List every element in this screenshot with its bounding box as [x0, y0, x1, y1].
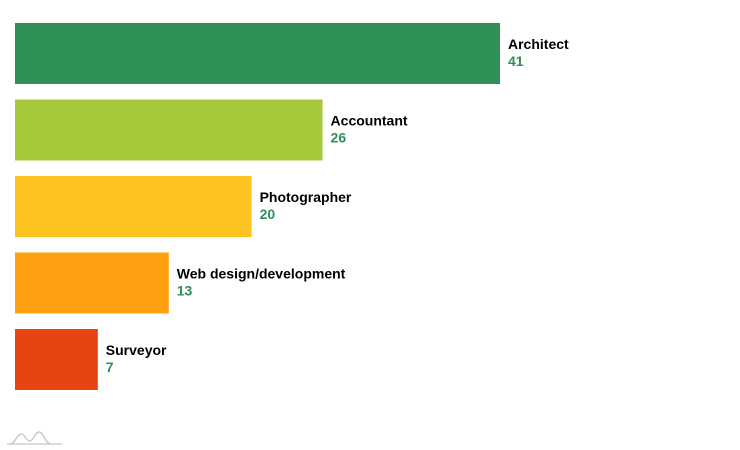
value-label: 7: [106, 359, 114, 375]
value-label: 26: [331, 130, 347, 146]
bar-architect: [15, 23, 500, 84]
category-label: Web design/development: [177, 266, 346, 282]
bar-photographer: [15, 176, 252, 237]
category-label: Architect: [508, 36, 569, 52]
bar-accountant: [15, 99, 323, 161]
bar-web-design-development: [15, 252, 169, 314]
value-label: 41: [508, 53, 524, 69]
value-label: 13: [177, 283, 193, 299]
category-label: Surveyor: [106, 342, 167, 358]
category-label: Accountant: [331, 113, 408, 129]
mountain-logo-icon: [7, 431, 62, 445]
value-label: 20: [260, 206, 276, 222]
category-label: Photographer: [260, 189, 352, 205]
bar-surveyor: [15, 329, 98, 390]
